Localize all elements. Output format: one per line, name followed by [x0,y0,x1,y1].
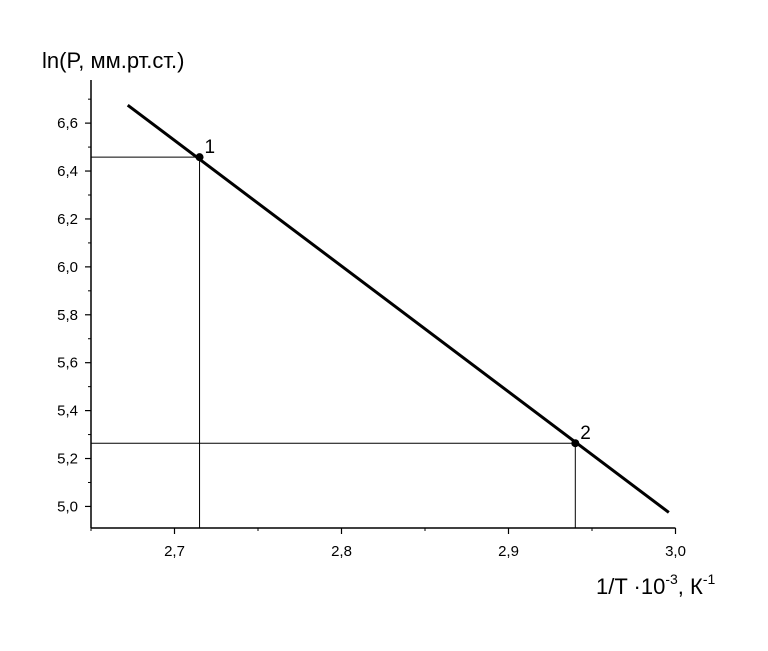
x-tick-label: 3,0 [665,543,686,560]
y-axis-label: ln(P, мм.рт.ст.) [42,48,184,73]
x-tick-label: 2,9 [498,543,519,560]
y-tick-label: 5,0 [57,498,78,515]
x-tick-label: 2,8 [331,543,352,560]
y-tick-label: 6,0 [57,259,78,276]
point-label: 1 [205,137,216,158]
y-tick-label: 5,2 [57,451,78,468]
x-label-exp: -3 [665,571,678,587]
y-tick-label: 6,2 [57,211,78,228]
y-tick-label: 6,4 [57,163,78,180]
data-point [571,439,580,448]
point-label: 2 [580,423,591,444]
data-line [126,103,670,514]
y-tick-label: 5,8 [57,307,78,324]
data-point [195,153,204,162]
y-tick-label: 6,6 [57,115,78,132]
x-label-exp: -1 [703,571,716,587]
y-tick-label: 5,4 [57,403,78,420]
y-tick-label: 5,6 [57,355,78,372]
x-label-base: 1/T ·10 [596,574,665,599]
x-tick-label: 2,7 [164,543,185,560]
x-axis-label: 1/T ·10-3, К-1 [596,571,715,599]
x-label-unit: , К [678,574,703,599]
